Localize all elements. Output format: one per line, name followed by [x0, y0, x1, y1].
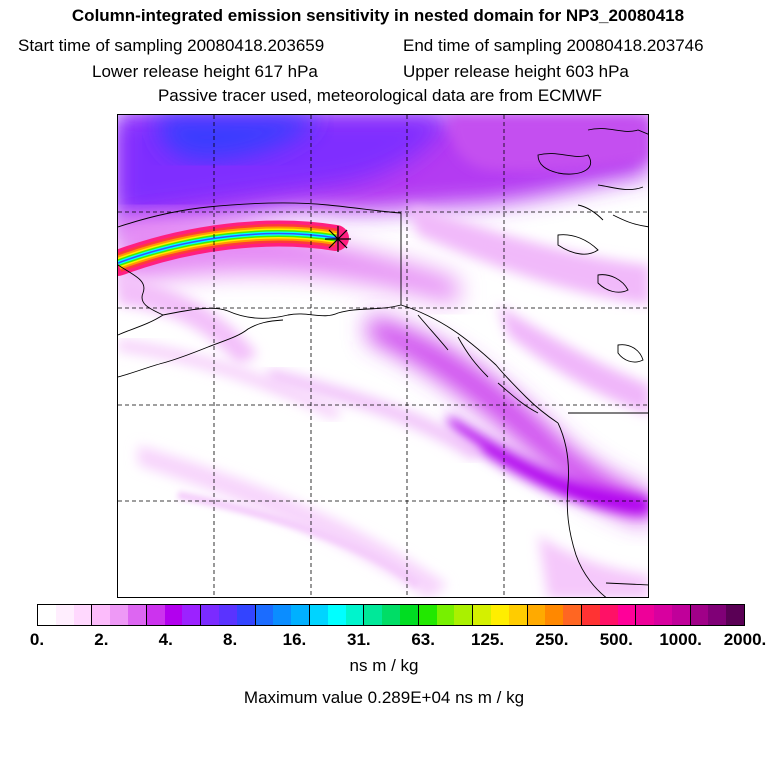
- colorbar-tick-label: 125.: [470, 630, 505, 649]
- colorbar-cell: [200, 605, 219, 625]
- plot-title: Column-integrated emission sensitivity i…: [71, 6, 685, 25]
- colorbar-cell: [472, 605, 491, 625]
- colorbar-cell: [182, 605, 201, 625]
- colorbar-cell: [218, 605, 237, 625]
- colorbar-cell: [454, 605, 473, 625]
- colorbar-tick-label: 4.: [158, 630, 173, 649]
- colorbar-cell: [671, 605, 690, 625]
- start-time-label: Start time of sampling 20080418.203659: [18, 36, 325, 55]
- colorbar-cell: [145, 605, 165, 625]
- colorbar-tick-label: 0.: [29, 630, 45, 649]
- colorbar-cell: [526, 605, 546, 625]
- colorbar-tick-label: 2000.: [723, 630, 767, 649]
- lower-release-label: Lower release height 617 hPa: [92, 62, 318, 81]
- colorbar-cell: [236, 605, 255, 625]
- colorbar-cell: [73, 605, 92, 625]
- map-canvas: [118, 115, 648, 597]
- colorbar-cell: [508, 605, 527, 625]
- colorbar-cell: [417, 605, 437, 625]
- colorbar-cell: [436, 605, 455, 625]
- colorbar-cell: [127, 605, 146, 625]
- colorbar-cell: [617, 605, 636, 625]
- colorbar-cell: [689, 605, 709, 625]
- colorbar-tick-label: 63.: [411, 630, 435, 649]
- colorbar-tick-label: 250.: [535, 630, 569, 649]
- colorbar-tick-label: 1000.: [659, 630, 702, 649]
- colorbar-cell: [254, 605, 274, 625]
- colorbar-cell: [726, 605, 745, 625]
- colorbar-cell: [635, 605, 655, 625]
- colorbar-cell: [599, 605, 618, 625]
- end-time-label: End time of sampling 20080418.203746: [403, 36, 704, 55]
- colorbar-cell: [708, 605, 727, 625]
- colorbar-cell: [382, 605, 400, 625]
- colorbar: [37, 604, 745, 626]
- info-line: Passive tracer used, meteorological data…: [157, 86, 603, 105]
- colorbar-tick-label: 16.: [282, 630, 307, 649]
- colorbar-units: ns m / kg: [349, 656, 419, 675]
- colorbar-cell: [345, 605, 364, 625]
- colorbar-cell: [580, 605, 600, 625]
- colorbar-cell: [164, 605, 183, 625]
- colorbar-cell: [38, 605, 56, 625]
- sensitivity-map: [117, 114, 649, 598]
- colorbar-cell: [490, 605, 509, 625]
- colorbar-cell: [654, 605, 672, 625]
- upper-release-label: Upper release height 603 hPa: [403, 62, 629, 81]
- colorbar-cell: [363, 605, 383, 625]
- colorbar-cell: [399, 605, 418, 625]
- sensitivity-field: [118, 115, 648, 597]
- maximum-value-label: Maximum value 0.289E+04 ns m / kg: [243, 688, 525, 707]
- colorbar-tick-label: 500.: [599, 630, 633, 649]
- colorbar-tick-label: 2.: [94, 630, 109, 649]
- colorbar-cell: [273, 605, 292, 625]
- colorbar-cell: [91, 605, 111, 625]
- colorbar-cell: [308, 605, 328, 625]
- release-location-marker: [325, 226, 351, 252]
- graticule: [118, 115, 648, 597]
- colorbar-cell: [110, 605, 128, 625]
- colorbar-cell: [327, 605, 346, 625]
- colorbar-tick-label: 8.: [222, 630, 238, 649]
- colorbar-cell: [545, 605, 564, 625]
- colorbar-cell: [55, 605, 74, 625]
- trajectory-plume: [118, 220, 349, 276]
- colorbar-cell: [291, 605, 309, 625]
- colorbar-cell: [563, 605, 581, 625]
- colorbar-tick-label: 31.: [346, 630, 371, 649]
